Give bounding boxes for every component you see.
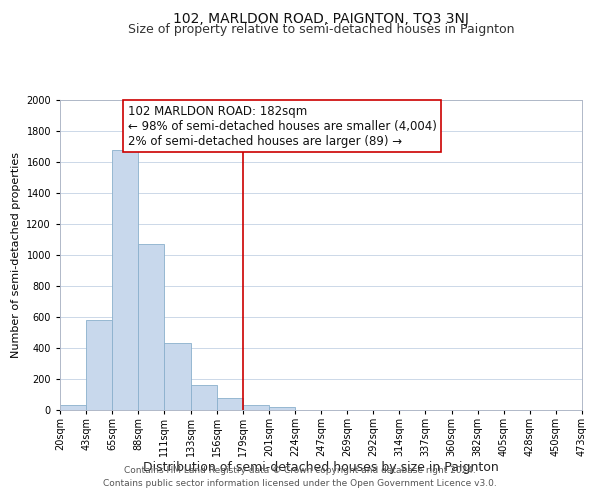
Text: Contains HM Land Registry data © Crown copyright and database right 2024.
Contai: Contains HM Land Registry data © Crown c… xyxy=(103,466,497,487)
Bar xyxy=(86,320,112,410)
Text: Size of property relative to semi-detached houses in Paignton: Size of property relative to semi-detach… xyxy=(128,22,514,36)
Bar xyxy=(191,385,217,410)
Bar xyxy=(112,150,139,410)
Bar xyxy=(269,407,295,410)
Text: Distribution of semi-detached houses by size in Paignton: Distribution of semi-detached houses by … xyxy=(143,461,499,474)
Text: 102, MARLDON ROAD, PAIGNTON, TQ3 3NJ: 102, MARLDON ROAD, PAIGNTON, TQ3 3NJ xyxy=(173,12,469,26)
Bar xyxy=(60,406,86,410)
Bar xyxy=(243,406,269,410)
Bar xyxy=(164,344,191,410)
Bar xyxy=(217,398,243,410)
Text: 102 MARLDON ROAD: 182sqm
← 98% of semi-detached houses are smaller (4,004)
2% of: 102 MARLDON ROAD: 182sqm ← 98% of semi-d… xyxy=(128,104,437,148)
Bar xyxy=(139,244,164,410)
Y-axis label: Number of semi-detached properties: Number of semi-detached properties xyxy=(11,152,21,358)
